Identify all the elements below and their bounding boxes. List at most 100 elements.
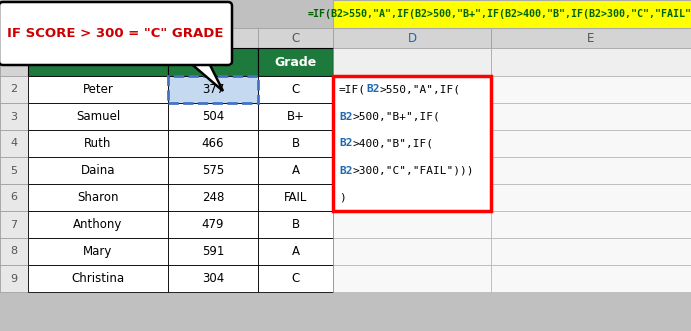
Text: C: C — [292, 83, 300, 96]
Text: B2: B2 — [339, 112, 352, 121]
Bar — [258, 211, 333, 238]
Bar — [491, 76, 691, 103]
Text: C: C — [292, 272, 300, 285]
Text: A: A — [292, 164, 299, 177]
Text: Anthony: Anthony — [73, 218, 123, 231]
Bar — [168, 103, 258, 130]
Bar — [0, 238, 28, 265]
Text: 6: 6 — [10, 193, 17, 203]
Bar — [0, 184, 28, 211]
Bar — [28, 211, 168, 238]
Text: 7: 7 — [10, 219, 17, 229]
Bar — [168, 76, 258, 103]
Bar — [333, 238, 491, 265]
Polygon shape — [188, 61, 223, 91]
Text: =IF(: =IF( — [339, 84, 366, 94]
Bar — [491, 184, 691, 211]
Text: B: B — [292, 218, 300, 231]
Text: 466: 466 — [202, 137, 225, 150]
Bar — [333, 130, 491, 157]
Text: A: A — [292, 245, 299, 258]
Text: 9: 9 — [10, 273, 17, 283]
Bar — [28, 184, 168, 211]
Bar — [333, 184, 491, 211]
Bar — [28, 28, 168, 48]
Text: 479: 479 — [202, 218, 225, 231]
Text: Samuel: Samuel — [76, 110, 120, 123]
Text: Christina: Christina — [71, 272, 124, 285]
Text: 304: 304 — [202, 272, 224, 285]
Text: 591: 591 — [202, 245, 224, 258]
Bar — [28, 238, 168, 265]
Bar — [28, 130, 168, 157]
Bar — [28, 265, 168, 292]
Bar — [491, 265, 691, 292]
Bar — [258, 184, 333, 211]
Bar — [491, 130, 691, 157]
Text: 8: 8 — [10, 247, 17, 257]
Bar — [333, 48, 491, 76]
Bar — [333, 0, 691, 28]
Text: 4: 4 — [10, 138, 17, 149]
Text: 5: 5 — [10, 166, 17, 175]
Text: Peter: Peter — [82, 83, 113, 96]
Text: 504: 504 — [202, 110, 224, 123]
Text: 575: 575 — [202, 164, 224, 177]
Bar — [168, 48, 258, 76]
Bar — [28, 157, 168, 184]
Bar — [333, 76, 491, 211]
Bar — [0, 265, 28, 292]
Text: C: C — [292, 31, 300, 44]
Bar — [491, 157, 691, 184]
Bar — [258, 157, 333, 184]
Bar — [258, 28, 333, 48]
Text: Score: Score — [193, 56, 233, 69]
FancyBboxPatch shape — [0, 2, 232, 65]
Bar — [0, 130, 28, 157]
Text: 377: 377 — [202, 83, 224, 96]
Bar — [491, 211, 691, 238]
Text: B: B — [94, 31, 102, 44]
Bar — [258, 265, 333, 292]
Text: Ruth: Ruth — [84, 137, 112, 150]
Bar — [333, 211, 491, 238]
Bar — [258, 48, 333, 76]
Text: B2: B2 — [366, 84, 379, 94]
Bar — [333, 157, 491, 184]
Bar — [0, 103, 28, 130]
Text: B2: B2 — [339, 166, 352, 175]
Text: >550,"A",IF(: >550,"A",IF( — [379, 84, 460, 94]
Text: >300,"C","FAIL"))): >300,"C","FAIL"))) — [352, 166, 474, 175]
Bar — [333, 103, 491, 130]
Bar — [0, 157, 28, 184]
Text: Sharon: Sharon — [77, 191, 119, 204]
Text: D: D — [408, 31, 417, 44]
Bar — [491, 103, 691, 130]
Bar — [333, 265, 491, 292]
Bar — [168, 28, 258, 48]
Bar — [0, 48, 28, 76]
Text: 1: 1 — [10, 57, 17, 67]
Bar — [168, 157, 258, 184]
Text: ): ) — [339, 193, 346, 203]
Text: IF SCORE > 300 = "C" GRADE: IF SCORE > 300 = "C" GRADE — [7, 27, 224, 40]
Text: Student: Student — [70, 56, 126, 69]
Bar — [168, 238, 258, 265]
Bar — [258, 103, 333, 130]
Text: Grade: Grade — [274, 56, 316, 69]
Bar — [168, 184, 258, 211]
Text: B+: B+ — [287, 110, 305, 123]
Bar — [333, 76, 491, 103]
Bar — [0, 28, 28, 48]
Text: 2: 2 — [10, 84, 17, 94]
Text: >500,"B+",IF(: >500,"B+",IF( — [352, 112, 440, 121]
Bar — [333, 28, 491, 48]
Bar — [258, 238, 333, 265]
Bar — [258, 76, 333, 103]
Bar — [491, 28, 691, 48]
Bar — [168, 211, 258, 238]
Text: FAIL: FAIL — [284, 191, 307, 204]
Bar — [168, 76, 258, 103]
Text: =IF(B2>550,"A",IF(B2>500,"B+",IF(B2>400,"B",IF(B2>300,"C","FAIL")))): =IF(B2>550,"A",IF(B2>500,"B+",IF(B2>400,… — [308, 9, 691, 19]
Bar — [28, 103, 168, 130]
